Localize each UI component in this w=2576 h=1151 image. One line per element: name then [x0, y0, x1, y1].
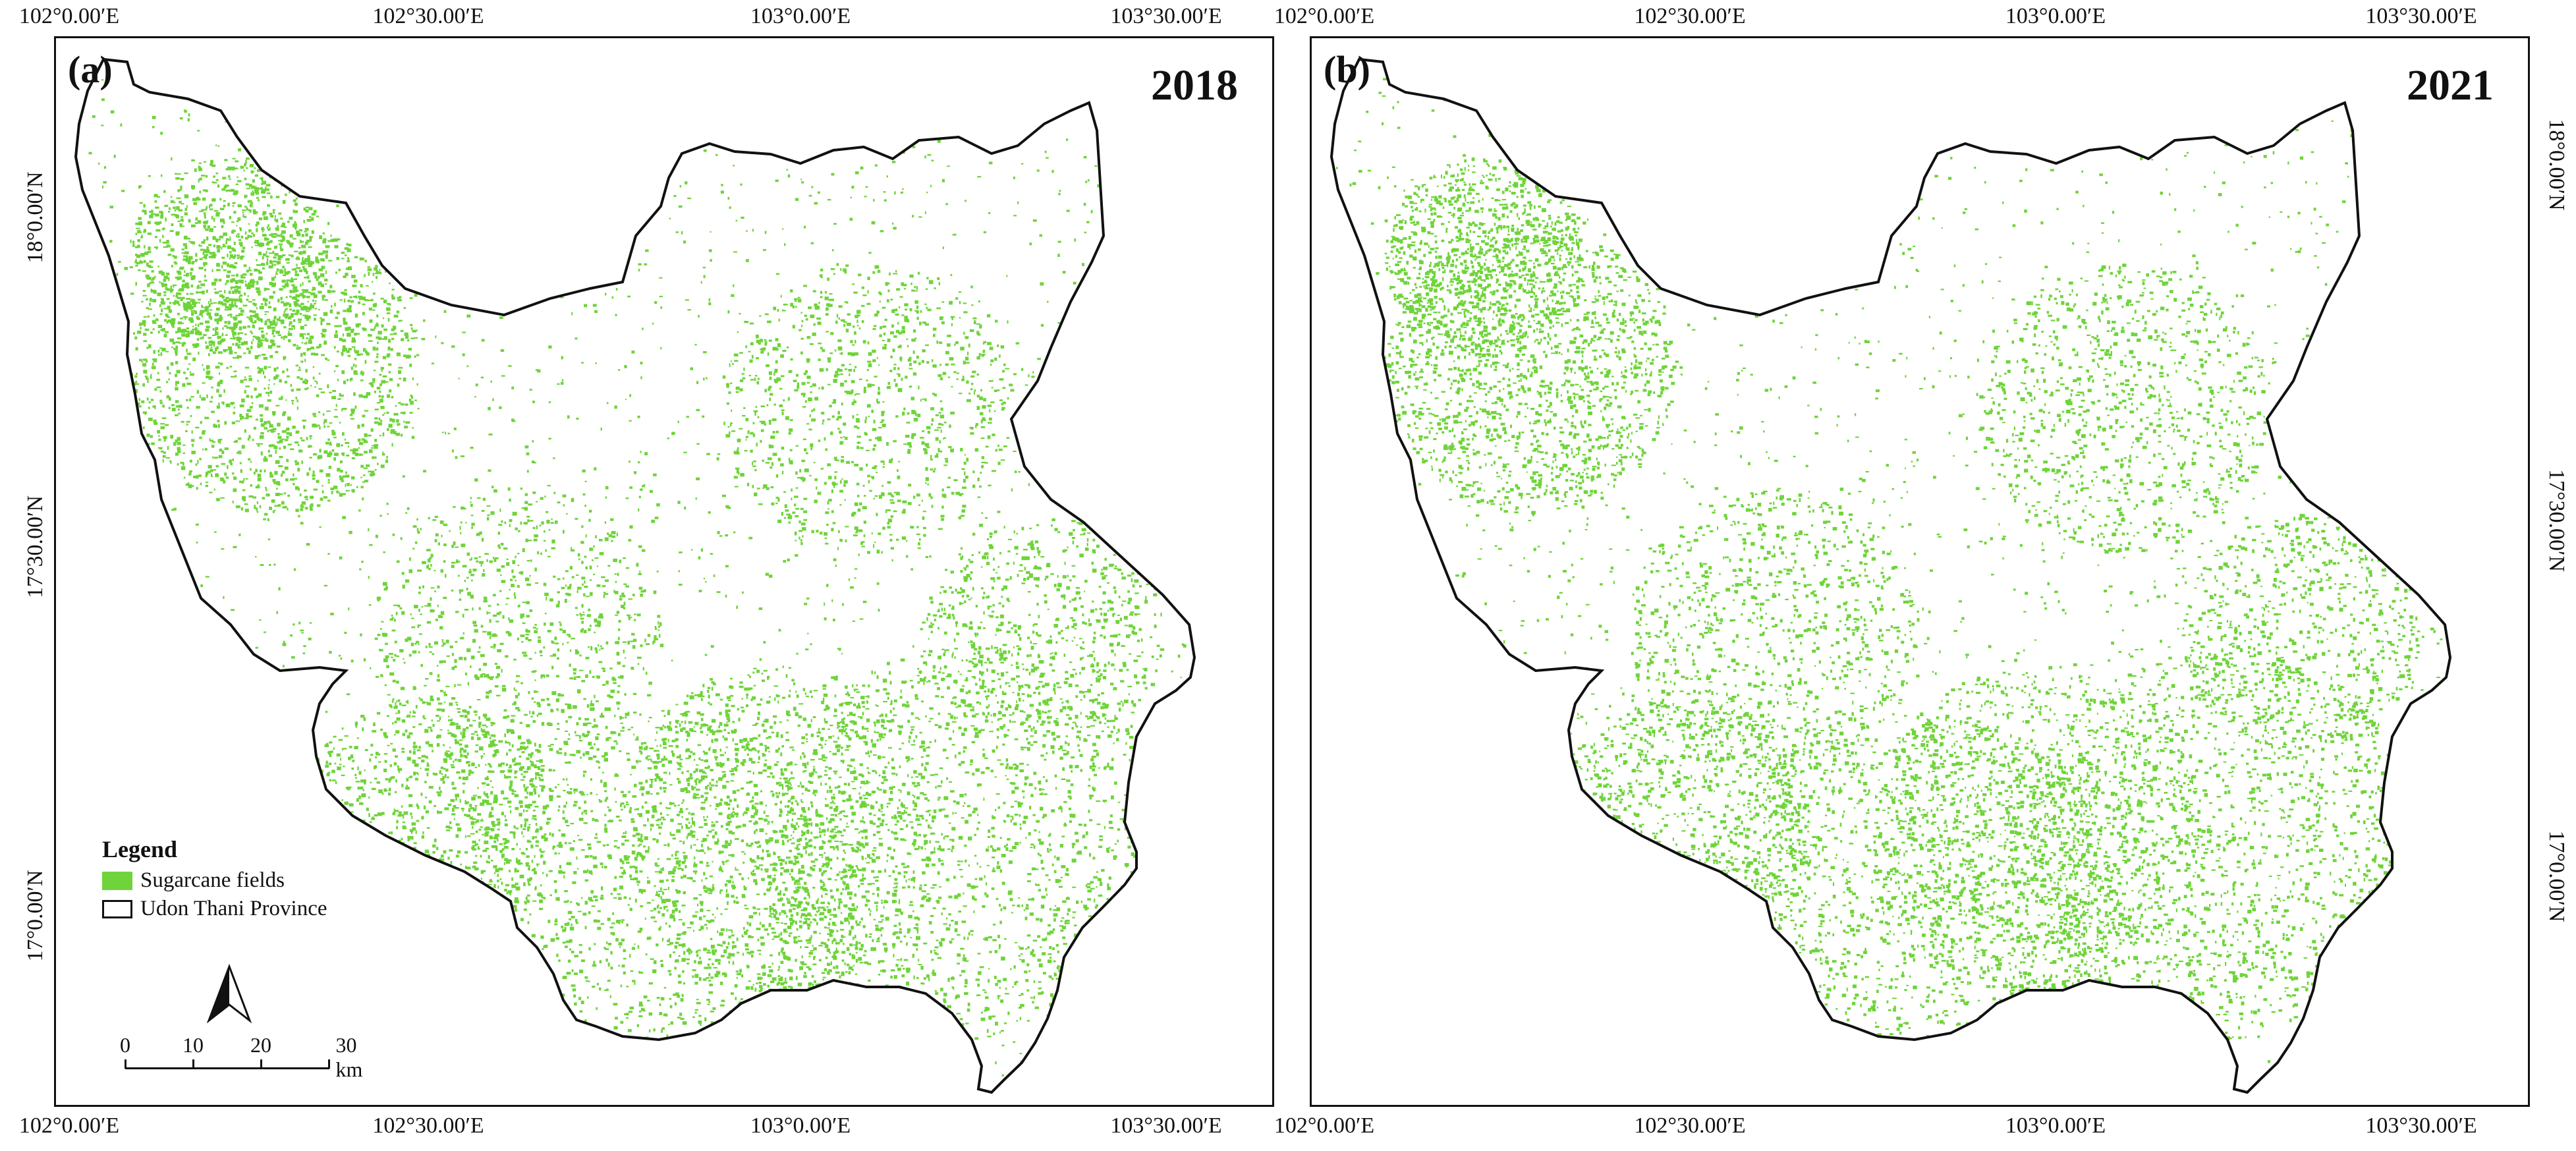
lon-tick-top: 103°0.00′E [2005, 4, 2106, 29]
green-swatch-icon [102, 871, 132, 890]
sugarcane-fields-layer [76, 59, 1194, 1092]
lon-tick-bottom: 102°0.00′E [19, 1113, 119, 1138]
outline-swatch-icon [102, 899, 132, 918]
scale-tick [125, 1059, 126, 1069]
lon-tick-top: 103°30.00′E [2365, 4, 2477, 29]
panel-year: 2021 [2407, 61, 2494, 111]
scale-line [125, 1067, 329, 1069]
lon-tick-top: 103°30.00′E [1110, 4, 1221, 29]
lon-tick-top: 102°0.00′E [1274, 4, 1374, 29]
panel-label: (a) [68, 47, 113, 92]
lon-tick-bottom: 102°0.00′E [1274, 1113, 1374, 1138]
panel-year: 2018 [1151, 61, 1238, 111]
scale-label: 30 km [336, 1033, 363, 1082]
legend-title: Legend [102, 835, 327, 863]
panel-label: (b) [1324, 47, 1370, 92]
lat-tick-left: 17°0.00′N [23, 870, 48, 961]
legend-item-sugarcane: Sugarcane fields [102, 868, 327, 893]
map-panel-2021: (b) 2021 [1310, 36, 2530, 1107]
scale-tick [328, 1059, 330, 1069]
sugarcane-fields-layer [1333, 59, 2450, 1092]
legend: Legend Sugarcane fields Udon Thani Provi… [102, 835, 327, 925]
lat-tick-right: 18°0.00′N [2544, 119, 2569, 210]
scale-bar: 0 10 20 30 km [120, 1033, 363, 1092]
scale-label: 10 [182, 1033, 204, 1057]
lat-tick-right: 17°30.00′N [2544, 469, 2569, 572]
province-boundary [74, 57, 1196, 1094]
lon-tick-top: 102°30.00′E [1634, 4, 1745, 29]
lon-tick-bottom: 103°0.00′E [750, 1113, 851, 1138]
lon-tick-bottom: 103°30.00′E [1110, 1113, 1221, 1138]
legend-label: Udon Thani Province [140, 897, 327, 921]
lat-tick-left: 17°30.00′N [23, 495, 48, 598]
province-boundary [1330, 57, 2452, 1094]
lon-tick-bottom: 103°30.00′E [2365, 1113, 2477, 1138]
lon-tick-top: 102°0.00′E [19, 4, 119, 29]
province-map-2018 [74, 57, 1196, 1094]
legend-label: Sugarcane fields [140, 868, 285, 893]
lat-tick-right: 17°0.00′N [2544, 830, 2569, 922]
scale-label: 20 [250, 1033, 271, 1057]
lon-tick-top: 103°0.00′E [750, 4, 851, 29]
scale-label: 0 [120, 1033, 130, 1057]
province-map-2021 [1330, 57, 2452, 1094]
map-panel-2018: (a) 2018 Legend Sugarcane fields Udon Th… [54, 36, 1274, 1107]
legend-item-province: Udon Thani Province [102, 897, 327, 921]
scale-tick [192, 1059, 194, 1069]
scale-tick [260, 1059, 262, 1069]
north-arrow-icon [206, 964, 252, 1023]
lat-tick-left: 18°0.00′N [23, 171, 48, 263]
lon-tick-bottom: 102°30.00′E [1634, 1113, 1745, 1138]
lon-tick-top: 102°30.00′E [372, 4, 484, 29]
lon-tick-bottom: 102°30.00′E [372, 1113, 484, 1138]
lon-tick-bottom: 103°0.00′E [2005, 1113, 2106, 1138]
